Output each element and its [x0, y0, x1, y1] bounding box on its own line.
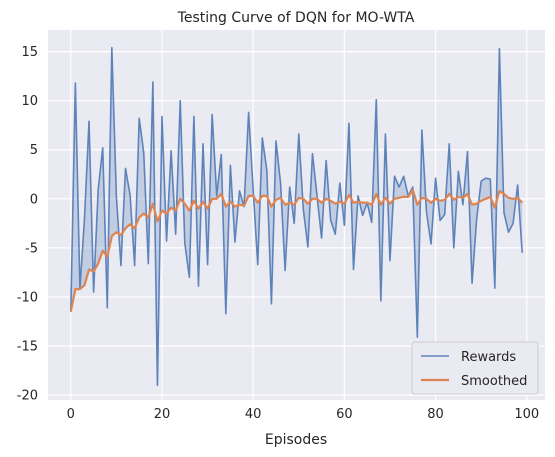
- x-tick-label: 0: [67, 407, 75, 422]
- y-tick-label: 15: [21, 45, 38, 60]
- x-axis-label: Episodes: [265, 432, 327, 448]
- x-tick-label: 40: [245, 407, 262, 422]
- y-tick-label: 5: [30, 143, 38, 158]
- y-tick-label: -20: [17, 389, 38, 404]
- rewards-line: [70, 46, 523, 387]
- x-tick-label: 20: [154, 407, 171, 422]
- y-tick-label: -15: [17, 340, 38, 355]
- legend-smoothed-label: Smoothed: [461, 374, 527, 389]
- chart-title: Testing Curve of DQN for MO-WTA: [177, 10, 415, 26]
- x-tick-label: 60: [336, 407, 353, 422]
- legend-rewards-label: Rewards: [461, 350, 516, 365]
- x-tick-label: 80: [427, 407, 444, 422]
- x-tick-labels: 0 20 40 60 80 100: [67, 407, 540, 422]
- smoothed-line: [69, 188, 524, 312]
- rewards-smoothed-fill: [70, 47, 523, 386]
- y-tick-label: -5: [25, 241, 38, 256]
- x-tick-label: 100: [514, 407, 539, 422]
- legend: Rewards Smoothed: [411, 341, 539, 395]
- y-tick-label: 10: [21, 94, 38, 109]
- y-tick-label: 0: [30, 192, 38, 207]
- y-tick-labels: -20 -15 -10 -5 0 5 10 15: [17, 45, 38, 404]
- y-tick-label: -10: [17, 290, 38, 305]
